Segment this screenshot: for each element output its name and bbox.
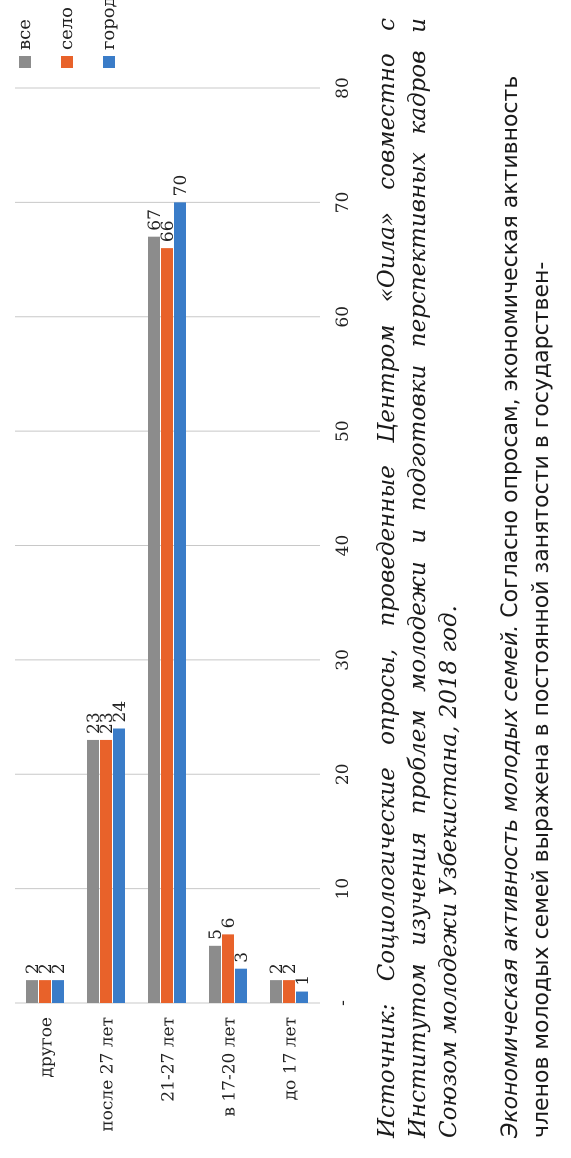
data-label: 70 <box>171 175 191 197</box>
bar <box>87 739 99 1003</box>
tick-label: 60 <box>333 306 353 328</box>
bar <box>52 980 64 1003</box>
category-label: 21-27 лет <box>159 1017 179 1102</box>
data-label: 23 <box>97 712 117 734</box>
tick-label: 30 <box>333 649 353 671</box>
legend-label: село <box>56 7 77 50</box>
tick-label: 80 <box>333 77 353 99</box>
category-labels: другое после 27 лет 21-27 лет в 17-20 лет до… <box>37 1017 301 1132</box>
body-italic-lead: Экономическая активность молодых семей. <box>498 624 523 1138</box>
tick-label: 70 <box>333 192 353 214</box>
legend: все село город <box>14 0 119 68</box>
category-label: другое <box>37 1017 57 1078</box>
data-label: 6 <box>219 918 239 929</box>
bar <box>209 945 221 1003</box>
legend-label: все <box>14 19 35 50</box>
bar <box>174 202 186 1003</box>
data-label: 2 <box>267 963 287 974</box>
bar <box>39 980 51 1003</box>
body-paragraph: Экономическая активность молодых семей. … <box>495 18 557 1138</box>
bar <box>283 980 295 1003</box>
tick-label: - <box>333 1000 353 1006</box>
category-label: до 17 лет <box>281 1017 301 1100</box>
bar <box>113 728 125 1003</box>
tick-label: 10 <box>333 878 353 900</box>
data-label: 67 <box>145 209 165 231</box>
data-label: 2 <box>23 963 43 974</box>
bar <box>148 236 160 1003</box>
bar <box>270 980 282 1003</box>
category-label: после 27 лет <box>98 1017 118 1132</box>
bar <box>26 980 38 1003</box>
bars <box>26 202 308 1003</box>
legend-swatch <box>61 56 73 68</box>
data-label: 24 <box>110 701 130 723</box>
legend-swatch <box>19 56 31 68</box>
axis-tick-labels: - 10 20 30 40 50 60 70 80 <box>333 77 353 1006</box>
data-label: 1 <box>293 975 313 986</box>
category-label: в 17-20 лет <box>220 1017 240 1117</box>
data-label: 2 <box>49 963 69 974</box>
tick-label: 20 <box>333 763 353 785</box>
legend-label: город <box>98 0 119 50</box>
data-label: 2 <box>280 963 300 974</box>
bar <box>161 248 173 1003</box>
caption-text: Источник: Социологические опросы, провед… <box>374 18 462 1138</box>
legend-swatch <box>103 56 115 68</box>
data-label: 2 <box>36 963 56 974</box>
tick-label: 40 <box>333 535 353 557</box>
bar <box>235 968 247 1003</box>
bar <box>100 739 112 1003</box>
data-label: 66 <box>158 220 178 242</box>
bar <box>222 934 234 1003</box>
data-label: 3 <box>232 952 252 963</box>
figure-caption: Источник: Социологические опросы, провед… <box>372 18 465 1138</box>
data-label: 23 <box>84 712 104 734</box>
tick-label: 50 <box>333 420 353 442</box>
data-label: 5 <box>206 929 226 940</box>
bar <box>296 991 308 1003</box>
